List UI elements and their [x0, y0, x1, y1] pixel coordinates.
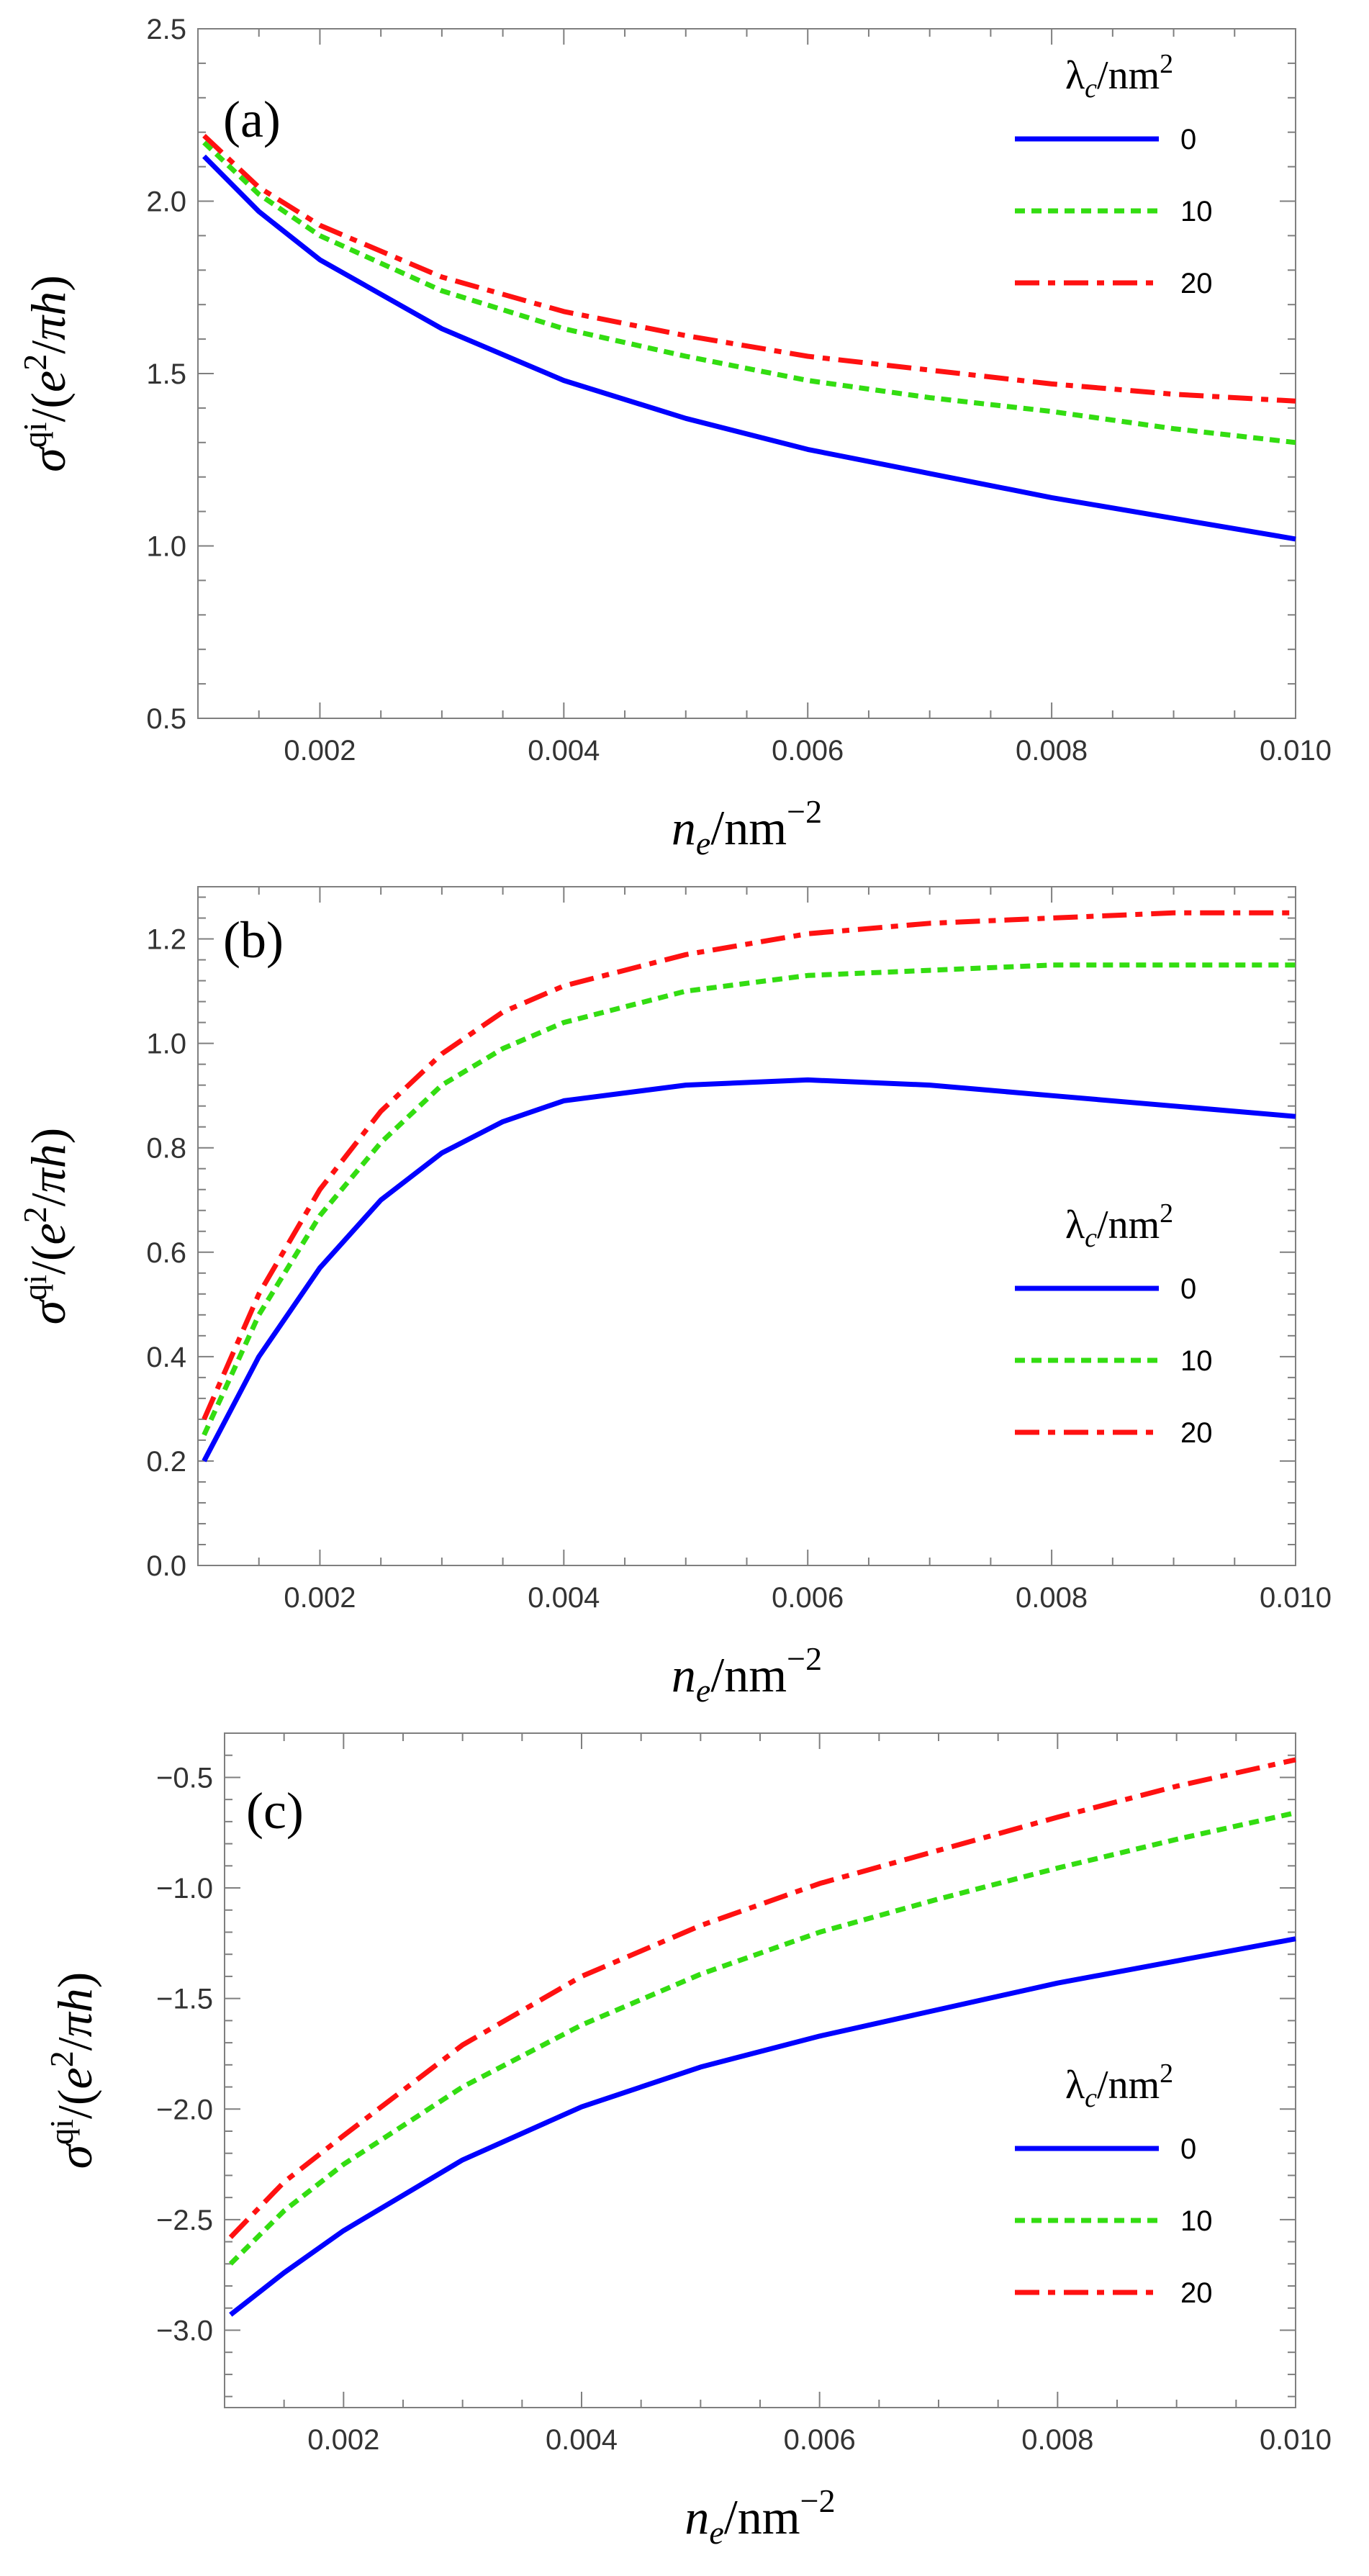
- panel-label: (b): [223, 911, 284, 969]
- legend-label: 0: [1180, 1273, 1196, 1305]
- x-tick-label: 0.010: [1260, 1582, 1332, 1614]
- y-tick-label: −2.0: [156, 2094, 213, 2125]
- panel-label: (a): [223, 91, 281, 148]
- y-tick-label: 0.5: [146, 703, 186, 735]
- x-axis-title: ne/nm−2: [684, 2482, 835, 2551]
- panel-c: 0.002 0.004 0.006 0.008 0.010 −3.0 −2.5 −2.0 −1.…: [43, 1732, 1332, 2551]
- series-line-10: [202, 140, 1296, 446]
- legend-label: 20: [1180, 268, 1213, 299]
- legend-label: 20: [1180, 2277, 1213, 2309]
- y-tick-label: 1.0: [146, 531, 186, 563]
- y-tick-label: −1.5: [156, 1984, 213, 2015]
- x-tick-label: 0.010: [1260, 2424, 1332, 2456]
- series-line-0: [229, 1936, 1296, 2317]
- y-tick-label: 0.8: [146, 1133, 186, 1165]
- x-tick-label: 0.004: [546, 2424, 618, 2456]
- panel-label: (c): [246, 1782, 304, 1840]
- y-tick-label: 0.2: [146, 1446, 186, 1478]
- x-tick-label: 0.004: [528, 1582, 600, 1614]
- legend-title: λc/nm2: [1065, 1198, 1173, 1253]
- y-tick-label: 1.0: [146, 1029, 186, 1060]
- y-tick-label: 2.0: [146, 186, 186, 218]
- y-axis-title: σqi/(e2/πh): [17, 1128, 76, 1325]
- y-tick-label: 2.5: [146, 14, 186, 45]
- x-tick-label: 0.006: [772, 1582, 844, 1614]
- legend-title: λc/nm2: [1065, 49, 1173, 104]
- x-tick-label: 0.002: [284, 735, 356, 767]
- legend-label: 20: [1180, 1417, 1213, 1449]
- x-axis-title: ne/nm−2: [672, 793, 822, 862]
- y-tick-label: 0.6: [146, 1237, 186, 1269]
- series-line-20: [202, 910, 1296, 1421]
- panel-a: 0.002 0.004 0.006 0.008 0.010 0.5 1.0 1.5 2.0 2.5…: [17, 14, 1332, 862]
- x-tick-label: 0.010: [1260, 735, 1332, 767]
- panel-b: 0.002 0.004 0.006 0.008 0.010 0.0 0.2 0.4 0.6 0.8…: [17, 886, 1332, 1709]
- x-tick-label: 0.008: [1016, 1582, 1088, 1614]
- x-tick-label: 0.002: [284, 1582, 356, 1614]
- series-line-20: [202, 133, 1296, 404]
- y-tick-label: 0.4: [146, 1342, 186, 1373]
- y-tick-label: −2.5: [156, 2205, 213, 2236]
- y-tick-label: −0.5: [156, 1762, 213, 1794]
- legend-label: 10: [1180, 196, 1213, 227]
- series-line-0: [202, 154, 1296, 542]
- legend-label: 0: [1180, 2133, 1196, 2165]
- x-tick-label: 0.004: [528, 735, 600, 767]
- x-tick-label: 0.008: [1016, 735, 1088, 767]
- x-tick-label: 0.002: [307, 2424, 379, 2456]
- x-tick-label: 0.006: [784, 2424, 856, 2456]
- series-line-0: [202, 1077, 1296, 1463]
- series-line-20: [228, 1757, 1296, 2239]
- legend-label: 10: [1180, 2205, 1213, 2237]
- y-tick-label: 1.2: [146, 924, 186, 956]
- legend-label: 10: [1180, 1345, 1213, 1377]
- y-tick-label: 1.5: [146, 358, 186, 390]
- y-tick-label: −3.0: [156, 2315, 213, 2346]
- x-axis-title: ne/nm−2: [672, 1640, 822, 1709]
- y-tick-label: −1.0: [156, 1873, 213, 1904]
- legend-label: 0: [1180, 124, 1196, 155]
- series-line-10: [228, 1810, 1296, 2266]
- y-tick-label: 0.0: [146, 1550, 186, 1582]
- plot-frame: [197, 28, 1296, 719]
- series-line-10: [202, 962, 1296, 1437]
- y-axis-title: σqi/(e2/πh): [43, 1972, 102, 2169]
- y-axis-title: σqi/(e2/πh): [17, 275, 76, 472]
- x-tick-label: 0.006: [772, 735, 844, 767]
- legend-title: λc/nm2: [1065, 2058, 1173, 2113]
- x-tick-label: 0.008: [1021, 2424, 1093, 2456]
